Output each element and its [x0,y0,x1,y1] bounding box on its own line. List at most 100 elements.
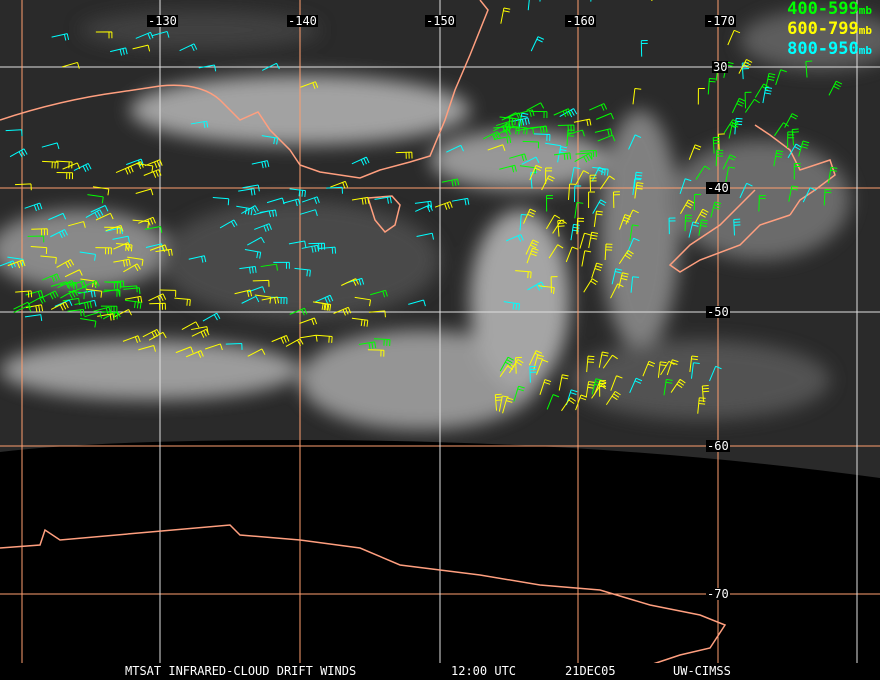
wind-barb [0,260,16,269]
wind-barb [143,169,162,178]
observation-time: 12:00 UTC [451,664,517,678]
wind-barb [741,62,749,80]
wind-barb [84,311,103,319]
wind-barb [30,246,48,255]
wind-barb [54,299,73,307]
wind-barb [105,227,124,235]
wind-barb [300,209,318,216]
wind-barb [175,346,194,354]
wind-barb [56,259,75,269]
wind-barb [127,256,144,266]
wind-barb [698,219,708,236]
wind-barb [247,236,265,246]
wind-barb [715,149,724,167]
wind-barb [744,91,752,109]
wind-barb [285,338,304,347]
wind-barb [632,87,642,105]
wind-barb [583,278,598,293]
product-name: MTSAT INFRARED-CLOUD DRIFT WINDS [125,664,357,678]
legend-item-600-799: 600-799mb [787,19,872,39]
wind-barb [693,193,701,211]
wind-barb [374,338,391,347]
wind-barb [668,217,676,235]
wind-barb [5,129,23,137]
wind-barb [40,255,57,264]
wind-barb [567,183,577,200]
wind-barb [7,259,26,269]
wind-barb [123,263,141,273]
wind-barb [688,144,702,160]
wind-barb [125,299,142,309]
wind-barb [567,129,585,137]
wind-barb [522,140,540,149]
wind-barb [415,204,433,213]
wind-barb [135,31,154,40]
wind-barb [308,242,326,250]
wind-barb [198,64,217,72]
wind-barb [114,309,132,318]
observation-date: 21DEC05 [565,664,616,678]
wind-barb [236,205,253,216]
wind-barb [599,175,615,190]
wind-barb [414,200,433,209]
wind-barb [395,151,413,159]
antarctica-coast [0,524,727,666]
wind-barb [374,196,392,204]
wind-barb [261,296,280,304]
wind-barb [690,362,700,379]
wind-barb [493,122,512,133]
wind-barb [225,342,243,350]
wind-barb [697,397,706,414]
wind-barb [41,142,60,150]
wind-barb [592,199,607,214]
wind-barb [512,117,530,126]
wind-barb [301,196,320,204]
wind-barb [511,125,528,135]
wind-barb [315,294,334,304]
legend-item-400-599: 400-599mb [787,0,872,19]
wind-barb [73,163,92,172]
wind-barb [515,270,532,279]
wind-barb [535,359,549,375]
wind-barb [528,350,543,366]
wind-barb [68,221,86,228]
wind-barb [104,281,121,290]
wind-barb [259,209,277,217]
wind-barb [300,334,318,342]
wind-barb [798,140,810,157]
wind-barb [629,224,639,241]
wind-barb [181,321,200,330]
wind-barb [13,301,32,310]
wind-barb [326,186,343,194]
wind-barb [642,360,656,377]
lon-label: -150 [425,14,456,28]
wind-barb [81,280,100,289]
wind-barb [24,314,43,321]
wind-barb [509,153,527,161]
wind-barb [575,394,588,411]
wind-barb [434,201,453,210]
wind-barb [588,191,596,209]
wind-barb [598,351,609,368]
wind-barb [775,69,787,86]
wind-barb [611,268,623,285]
wind-barb [575,152,593,160]
wind-barb [581,250,592,267]
wind-barb [254,223,272,232]
wind-barb [498,395,509,412]
wind-barb [530,110,548,118]
wind-barb [802,187,817,203]
wind-barb [592,166,609,176]
new-zealand-north [754,124,836,216]
wind-barb [319,246,337,254]
wind-barb [95,212,114,221]
wind-barb [487,144,506,151]
wind-barb [709,365,722,382]
wind-barb [629,377,643,394]
australia-coast [0,0,489,179]
wind-barb [300,81,319,89]
wind-barb [499,164,517,173]
wind-barb [95,31,113,39]
wind-barb [558,374,569,391]
